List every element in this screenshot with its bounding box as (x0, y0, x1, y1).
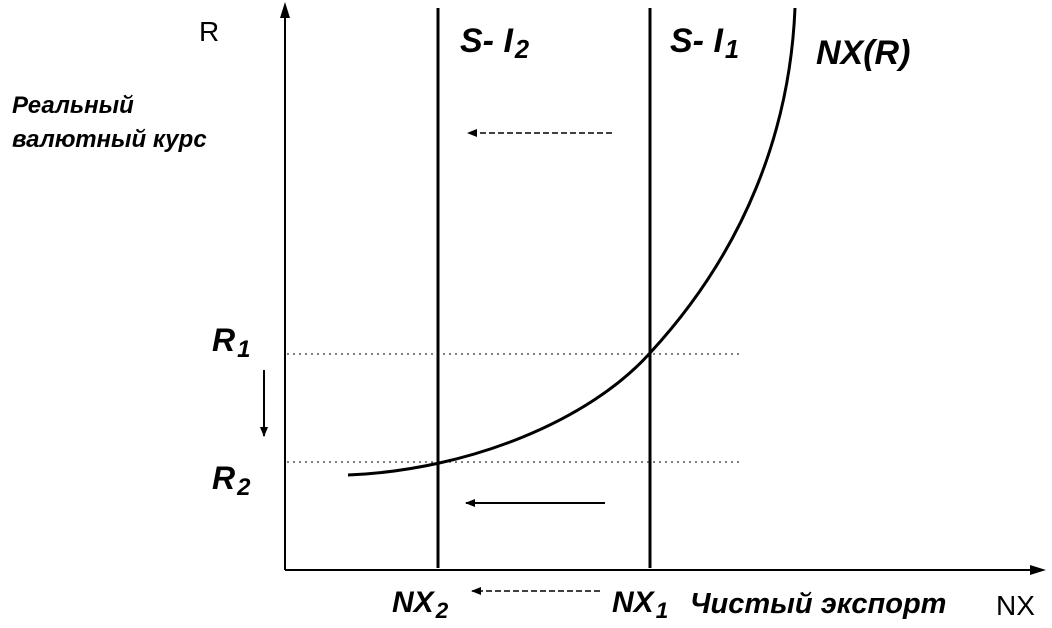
nx-r-curve (347, 7, 797, 477)
r1-label: R1 (212, 322, 251, 363)
nx1-label: NX1 (612, 586, 669, 623)
s-i-1-label: S- I1 (670, 22, 740, 65)
y-axis-description-line1: Реальный (12, 92, 134, 119)
y-axis-description-line2: валютный курс (12, 126, 207, 153)
nx2-label: NX2 (392, 586, 449, 623)
r2-label: R2 (212, 460, 251, 501)
s-i-2-label: S- I2 (460, 22, 530, 65)
x-axis-description: Чистый экспорт (690, 588, 947, 620)
y-axis-arrow-icon (280, 2, 290, 18)
curve-label: NX(R) (816, 34, 911, 72)
x-axis-label: NX (996, 590, 1035, 621)
x-axis-arrow-icon (1030, 565, 1046, 575)
y-axis-label: R (199, 16, 220, 47)
